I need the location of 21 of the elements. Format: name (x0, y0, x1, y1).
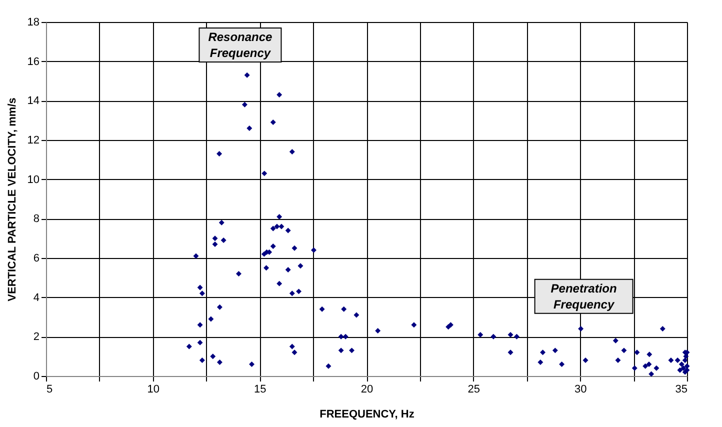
annotation: Penetration Frequency (550, 281, 617, 312)
x-tick-label: 30 (574, 384, 587, 396)
y-tick-label: 18 (27, 16, 40, 28)
y-tick-label: 6 (33, 252, 40, 264)
y-tick-label: 16 (27, 56, 40, 68)
y-tick-label: 2 (33, 331, 40, 344)
x-tick-label: 35 (675, 384, 688, 396)
y-tick-label: 14 (27, 95, 40, 108)
y-tick-label: 4 (33, 292, 40, 304)
y-tick-label: 12 (27, 134, 40, 146)
y-tick-label: 0 (33, 370, 40, 382)
x-tick-label: 10 (147, 384, 160, 396)
y-tick-label: 8 (33, 213, 40, 226)
y-axis-title: VERTICAL PARTICLE VELOCITY, mm/s (6, 98, 18, 302)
y-tick-label: 10 (27, 174, 40, 186)
x-tick-label: 25 (468, 384, 480, 396)
x-tick-label: 15 (254, 384, 266, 396)
x-axis-title: FREEQUENCY, Hz (320, 408, 415, 420)
x-tick-label: 5 (46, 384, 53, 396)
annotation: Resonance Frequency (208, 30, 273, 60)
x-tick-label: 20 (360, 384, 374, 396)
